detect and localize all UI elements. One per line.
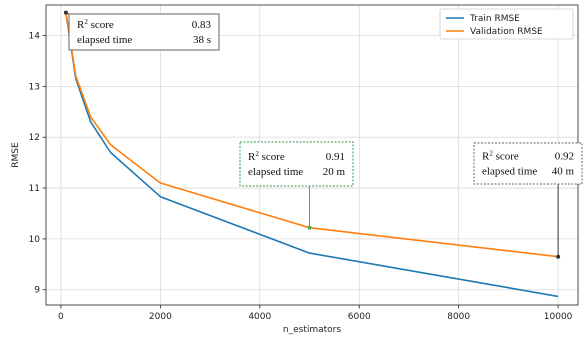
y-tick-label: 12 [29, 133, 40, 143]
annotations: R2 score 0.83 elapsed time 38 s R2 score 0.91… [63, 10, 583, 259]
elapsed-time-label: elapsed time [482, 166, 537, 178]
elapsed-time-label: elapsed time [248, 166, 303, 178]
annotation-1: R2 score 0.83 elapsed time 38 s [63, 10, 220, 51]
elapsed-time-label: elapsed time [77, 34, 132, 46]
r2-score-value: 0.91 [326, 151, 345, 163]
annotation-point [63, 10, 68, 15]
legend: Train RMSE Validation RMSE [439, 8, 574, 40]
annotation-box [68, 13, 220, 51]
annotation-box [239, 141, 354, 187]
annotation-point [556, 254, 561, 259]
y-tick-label: 13 [29, 82, 40, 92]
legend-label: Validation RMSE [470, 27, 543, 37]
y-tick-label: 9 [34, 286, 40, 296]
y-tick-label: 14 [29, 32, 41, 42]
y-tick-label: 10 [29, 235, 41, 245]
r2-score-label: R2 score [482, 150, 519, 163]
annotation-3: R2 score 0.92 elapsed time 40 m [473, 142, 583, 259]
axis-ticks: 0 2000 4000 6000 8000 10000 9 10 11 12 13 14 [29, 32, 573, 322]
r2-score-value: 0.83 [192, 19, 212, 31]
annotation-point [307, 225, 312, 230]
annotation-2: R2 score 0.91 elapsed time 20 m [239, 141, 354, 230]
x-tick-label: 8000 [447, 312, 470, 322]
r2-score-value: 0.92 [555, 151, 574, 163]
series-line-train [65, 12, 559, 298]
x-tick-label: 0 [58, 312, 64, 322]
elapsed-time-value: 40 m [552, 166, 575, 178]
r2-score-label: R2 score [77, 18, 114, 31]
legend-label: Train RMSE [469, 14, 520, 24]
legend-box [439, 8, 574, 40]
x-tick-label: 6000 [348, 312, 371, 322]
y-tick-label: 11 [29, 184, 40, 194]
y-axis-label: RMSE [11, 142, 21, 168]
x-tick-label: 4000 [248, 312, 271, 322]
x-tick-label: 2000 [149, 312, 172, 322]
elapsed-time-value: 38 s [193, 34, 211, 46]
r2-score-label: R2 score [248, 150, 285, 163]
elapsed-time-value: 20 m [323, 166, 346, 178]
annotation-box [473, 142, 583, 185]
x-axis-label: n_estimators [283, 325, 341, 335]
x-tick-label: 10000 [544, 312, 573, 322]
